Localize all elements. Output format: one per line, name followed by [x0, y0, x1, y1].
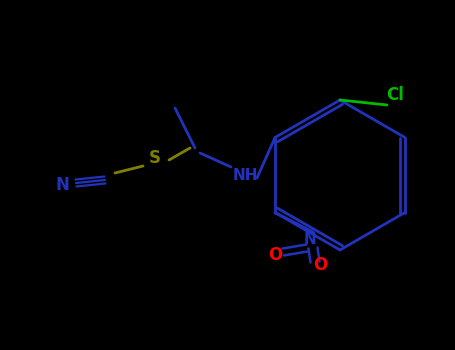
Text: NH: NH	[232, 168, 258, 182]
Text: N: N	[303, 232, 316, 247]
Text: N: N	[55, 176, 69, 194]
Text: O: O	[268, 246, 282, 264]
Text: Cl: Cl	[386, 86, 404, 104]
Text: O: O	[313, 256, 327, 274]
Text: S: S	[149, 149, 161, 167]
